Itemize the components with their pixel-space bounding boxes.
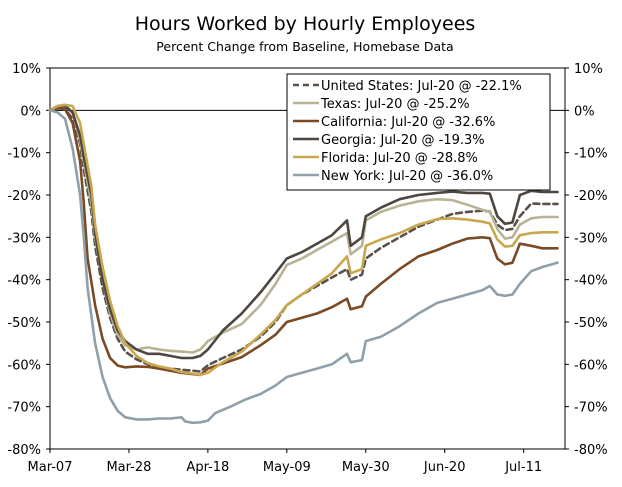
legend-label-3: Georgia: Jul-20 @ -19.3%: [321, 133, 485, 148]
x-tick-label: Jun-20: [423, 460, 466, 475]
x-tick-label: Mar-28: [106, 460, 151, 475]
chart-subtitle: Percent Change from Baseline, Homebase D…: [156, 39, 453, 54]
y-tick-label-left: 0%: [20, 104, 41, 119]
y-tick-label-left: -10%: [7, 147, 41, 162]
y-tick-label-right: 0%: [574, 104, 595, 119]
y-tick-label-right: -20%: [574, 189, 608, 204]
y-tick-label-right: -40%: [574, 274, 608, 289]
y-tick-label-left: -70%: [7, 401, 41, 416]
y-tick-label-left: -40%: [7, 274, 41, 289]
y-tick-label-left: -80%: [7, 443, 41, 458]
x-tick-label: Jul-11: [504, 460, 542, 475]
y-tick-label-left: -50%: [7, 316, 41, 331]
y-tick-label-right: -60%: [574, 358, 608, 373]
chart-title: Hours Worked by Hourly Employees: [135, 13, 476, 35]
x-tick-label: Mar-07: [28, 460, 73, 475]
y-tick-label-left: -20%: [7, 189, 41, 204]
plot-frame: [49, 67, 566, 450]
series-line-2: [48, 106, 559, 377]
y-tick-label-right: -10%: [574, 147, 608, 162]
series-line-5: [48, 109, 559, 425]
series-line-3: [48, 104, 559, 360]
legend-label-4: Florida: Jul-20 @ -28.8%: [321, 151, 478, 166]
y-tick-label-right: -50%: [574, 316, 608, 331]
x-tick-label: Apr-18: [186, 460, 229, 475]
x-tick-label: May-09: [263, 460, 311, 475]
y-tick-label-left: 10%: [12, 62, 41, 77]
y-tick-label-right: 10%: [574, 62, 603, 77]
legend-label-0: United States: Jul-20 @ -22.1%: [321, 79, 522, 94]
y-tick-label-right: -30%: [574, 231, 608, 246]
legend-label-2: California: Jul-20 @ -32.6%: [321, 115, 495, 130]
series-lines: [48, 103, 559, 425]
y-tick-label-right: -80%: [574, 443, 608, 458]
series-line-4: [48, 103, 559, 377]
legend-box: [286, 73, 551, 191]
y-tick-label-left: -30%: [7, 231, 41, 246]
y-tick-label-left: -60%: [7, 358, 41, 373]
x-tick-label: May-30: [342, 460, 390, 475]
legend-label-1: Texas: Jul-20 @ -25.2%: [320, 97, 470, 112]
legend-label-5: New York: Jul-20 @ -36.0%: [321, 169, 493, 184]
axes: 10% 10% 0% 0% -10% -10% -20% -20% -30% -30% -40% -4…: [7, 62, 607, 475]
y-tick-label-right: -70%: [574, 401, 608, 416]
legend: United States: Jul-20 @ -22.1% Texas: Jul…: [286, 73, 551, 191]
